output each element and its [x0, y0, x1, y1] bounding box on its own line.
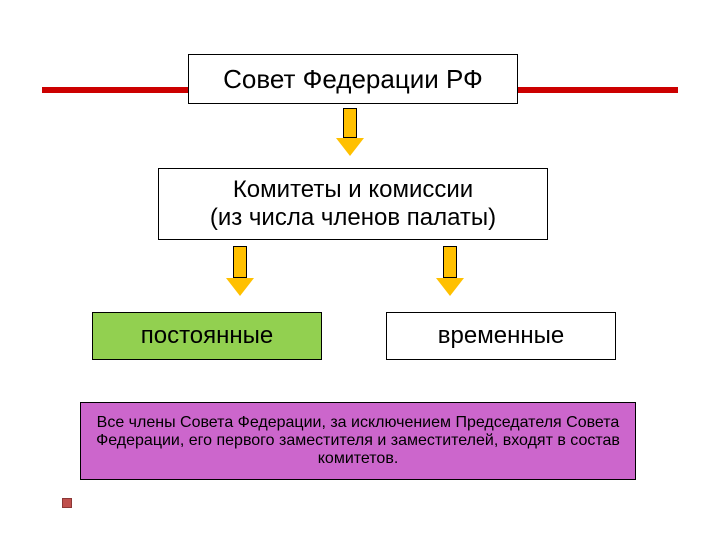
- arrow-head-icon: [226, 278, 254, 296]
- bottom-text: Все члены Совета Федерации, за исключени…: [81, 408, 635, 474]
- right-text: временные: [438, 322, 564, 350]
- title-box: Совет Федерации РФ: [188, 54, 518, 104]
- middle-box: Комитеты и комиссии (из числа членов пал…: [158, 168, 548, 240]
- middle-text: Комитеты и комиссии (из числа членов пал…: [210, 176, 496, 232]
- arrow-top: [336, 108, 364, 156]
- arrow-head-icon: [436, 278, 464, 296]
- arrow-head-icon: [336, 138, 364, 156]
- arrow-shaft: [233, 246, 247, 278]
- arrow-shaft: [443, 246, 457, 278]
- arrow-left: [226, 246, 254, 296]
- bullet-marker-icon: [62, 498, 72, 508]
- left-box: постоянные: [92, 312, 322, 360]
- bottom-box: Все члены Совета Федерации, за исключени…: [80, 402, 636, 480]
- right-box: временные: [386, 312, 616, 360]
- title-text: Совет Федерации РФ: [223, 64, 483, 95]
- arrow-shaft: [343, 108, 357, 138]
- arrow-right: [436, 246, 464, 296]
- left-text: постоянные: [141, 322, 274, 350]
